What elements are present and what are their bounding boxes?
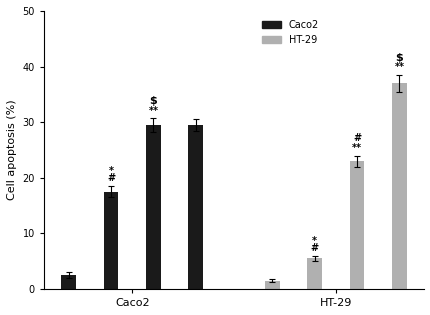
Y-axis label: Cell apoptosis (%): Cell apoptosis (%) xyxy=(7,100,17,200)
Bar xyxy=(146,125,160,289)
Bar xyxy=(349,161,363,289)
Text: #: # xyxy=(310,243,318,253)
Text: *: * xyxy=(311,236,316,246)
Text: $: $ xyxy=(149,96,157,106)
Legend: Caco2, HT-29: Caco2, HT-29 xyxy=(257,16,322,49)
Bar xyxy=(264,281,279,289)
Text: **: ** xyxy=(148,106,158,116)
Bar xyxy=(103,192,118,289)
Text: **: ** xyxy=(351,143,361,153)
Bar xyxy=(188,125,203,289)
Text: *: * xyxy=(108,166,113,176)
Bar xyxy=(307,258,321,289)
Bar xyxy=(61,275,76,289)
Text: #: # xyxy=(107,173,115,183)
Bar xyxy=(391,83,406,289)
Text: **: ** xyxy=(393,62,403,72)
Text: #: # xyxy=(352,133,360,143)
Text: $: $ xyxy=(395,53,402,63)
